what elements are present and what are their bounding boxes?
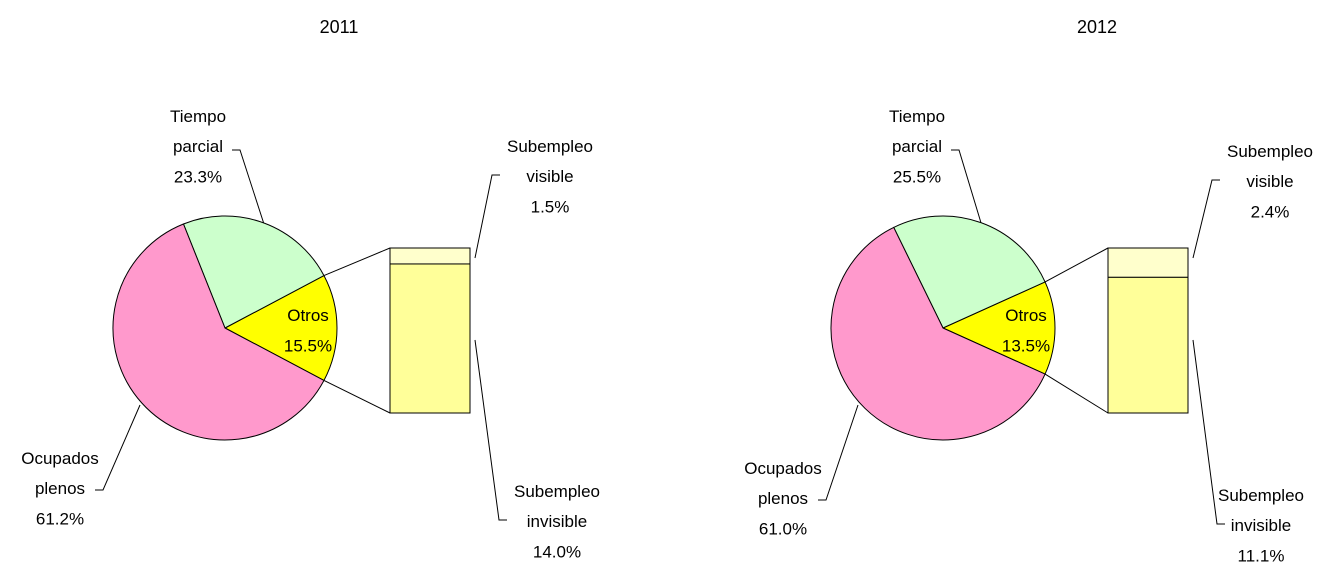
connector: [1044, 373, 1109, 414]
category-label-value: 23.3%: [174, 167, 222, 186]
chart-title: 2012: [1077, 17, 1117, 37]
pie-slice: [941, 281, 1056, 375]
leader-line: [1192, 179, 1220, 259]
bar-segment: [389, 263, 471, 414]
pie-slice: [830, 226, 1046, 441]
category-label-value: 15.5%: [284, 336, 332, 355]
category-label: Otros: [1005, 306, 1047, 325]
leader-line: [474, 174, 500, 259]
bar-label-value: 11.1%: [1238, 546, 1285, 563]
category-label: Ocupados plenos: [744, 459, 822, 508]
category-label: Otros: [287, 306, 329, 325]
pie-slice: [112, 223, 325, 441]
bar-segment: [1107, 247, 1189, 278]
leader-line: [951, 149, 982, 223]
category-label-value: 13.5%: [1002, 336, 1050, 355]
bar-segment: [389, 247, 471, 265]
leader-line: [232, 149, 265, 224]
connector: [1044, 247, 1109, 283]
bar-label: Subempleo visible: [1227, 142, 1313, 191]
chart-title: 2011: [320, 17, 359, 37]
connector: [323, 247, 391, 277]
pie-slice: [223, 274, 338, 382]
bar-label-value: 14.0%: [533, 542, 581, 561]
category-label: Ocupados plenos: [21, 449, 99, 498]
pie-slice: [182, 215, 325, 329]
category-label-value: 61.0%: [759, 519, 807, 538]
leader-line: [818, 404, 859, 501]
category-label: Tiempo parcial: [889, 107, 945, 156]
category-label-value: 25.5%: [893, 167, 941, 186]
connector: [323, 379, 391, 414]
pie-slice: [893, 215, 1046, 329]
bar-label-value: 1.5%: [531, 197, 570, 216]
leader-line: [1192, 339, 1225, 525]
category-label-value: 61.2%: [36, 509, 84, 528]
bar-label: Subempleo visible: [507, 137, 593, 186]
leader-line: [474, 339, 507, 521]
bar-label: Subempleo invisible: [514, 482, 600, 531]
category-label: Tiempo parcial: [170, 107, 226, 156]
bar-segment: [1107, 276, 1189, 414]
leader-line: [95, 404, 141, 491]
bar-label-value: 2.4%: [1251, 202, 1290, 221]
bar-label: Subempleo invisible: [1218, 486, 1304, 535]
